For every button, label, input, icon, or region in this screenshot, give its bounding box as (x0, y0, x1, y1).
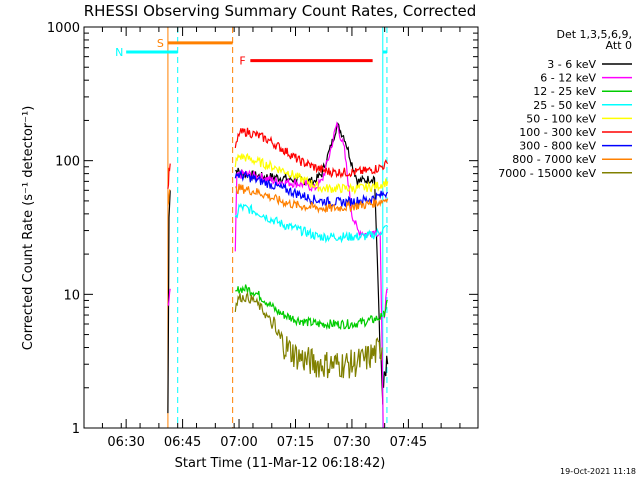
x-tick-label: 07:30 (333, 435, 370, 450)
legend-label-7000-15000-kev: 7000 - 15000 keV (498, 167, 596, 180)
y-tick-label: 1 (72, 422, 80, 437)
legend-label-100-300-kev: 100 - 300 keV (519, 126, 596, 139)
x-axis-label: Start Time (11-Mar-12 06:18:42) (175, 456, 386, 471)
series-line-3-6-kev-0 (167, 190, 171, 414)
legend-label-6-12-kev: 6 - 12 keV (540, 72, 596, 85)
legend-label-50-100-kev: 50 - 100 keV (526, 112, 596, 125)
legend-label-25-50-kev: 25 - 50 keV (533, 99, 596, 112)
chart-title: RHESSI Observing Summary Count Rates, Co… (84, 2, 477, 20)
series-25-50-kev (234, 202, 389, 244)
series-line-800-7000-kev-0 (167, 189, 171, 206)
status-bar-label-n: N (115, 46, 123, 59)
series-100-300-kev (167, 127, 389, 189)
x-tick-label: 07:15 (277, 435, 314, 450)
legend-label-12-25-kev: 12 - 25 keV (533, 85, 596, 98)
legend-label-300-800-kev: 300 - 800 keV (519, 140, 596, 153)
x-tick-label: 07:45 (390, 435, 427, 450)
series-50-100-kev (234, 152, 389, 195)
series-line-100-300-kev-0 (167, 163, 171, 189)
series-line-100-300-kev-1 (234, 127, 389, 179)
series-line-6-12-kev-1 (234, 121, 384, 428)
plot-frame-layer: S N F 1 10 100 1000 06:30 06:45 07:00 07:15 07:30 07… (47, 21, 479, 450)
series-line-6-12-kev-0 (167, 288, 171, 307)
x-tick-label: 06:45 (164, 435, 201, 450)
x-tick-label: 06:30 (107, 435, 144, 450)
series-7000-15000-kev (234, 291, 383, 379)
series-line-12-25-kev-1 (382, 299, 388, 318)
legend-label-800-7000-kev: 800 - 7000 keV (512, 153, 596, 166)
series-line-7000-15000-kev-0 (234, 291, 383, 379)
series-800-7000-kev (167, 183, 389, 214)
series-line-12-25-kev-0 (235, 284, 383, 331)
legend-header-1: Att 0 (606, 39, 632, 52)
plot-frame (83, 26, 479, 429)
status-bar-label-f: F (239, 55, 245, 68)
series-line-25-50-kev-0 (234, 202, 389, 244)
legend-header-0: Det 1,3,5,6,9, (556, 28, 632, 41)
y-tick-label: 1000 (47, 21, 80, 36)
legend-label-3-6-kev: 3 - 6 keV (547, 58, 596, 71)
series-line-3-6-kev-2 (382, 355, 389, 388)
series-line-50-100-kev-0 (234, 152, 389, 195)
status-bar-label-s: S (157, 37, 164, 50)
x-tick-label: 07:00 (220, 435, 257, 450)
y-tick-label: 100 (55, 155, 80, 170)
series-12-25-kev (235, 284, 388, 331)
series-line-800-7000-kev-1 (235, 183, 389, 214)
y-axis-label: Corrected Count Rate (s⁻¹ detector⁻¹) (21, 106, 36, 351)
plot-timestamp: 19-Oct-2021 11:18 (560, 467, 636, 476)
y-tick-label: 10 (63, 288, 80, 303)
plot-data-layer (126, 27, 389, 428)
plot-clip-group (126, 27, 389, 428)
